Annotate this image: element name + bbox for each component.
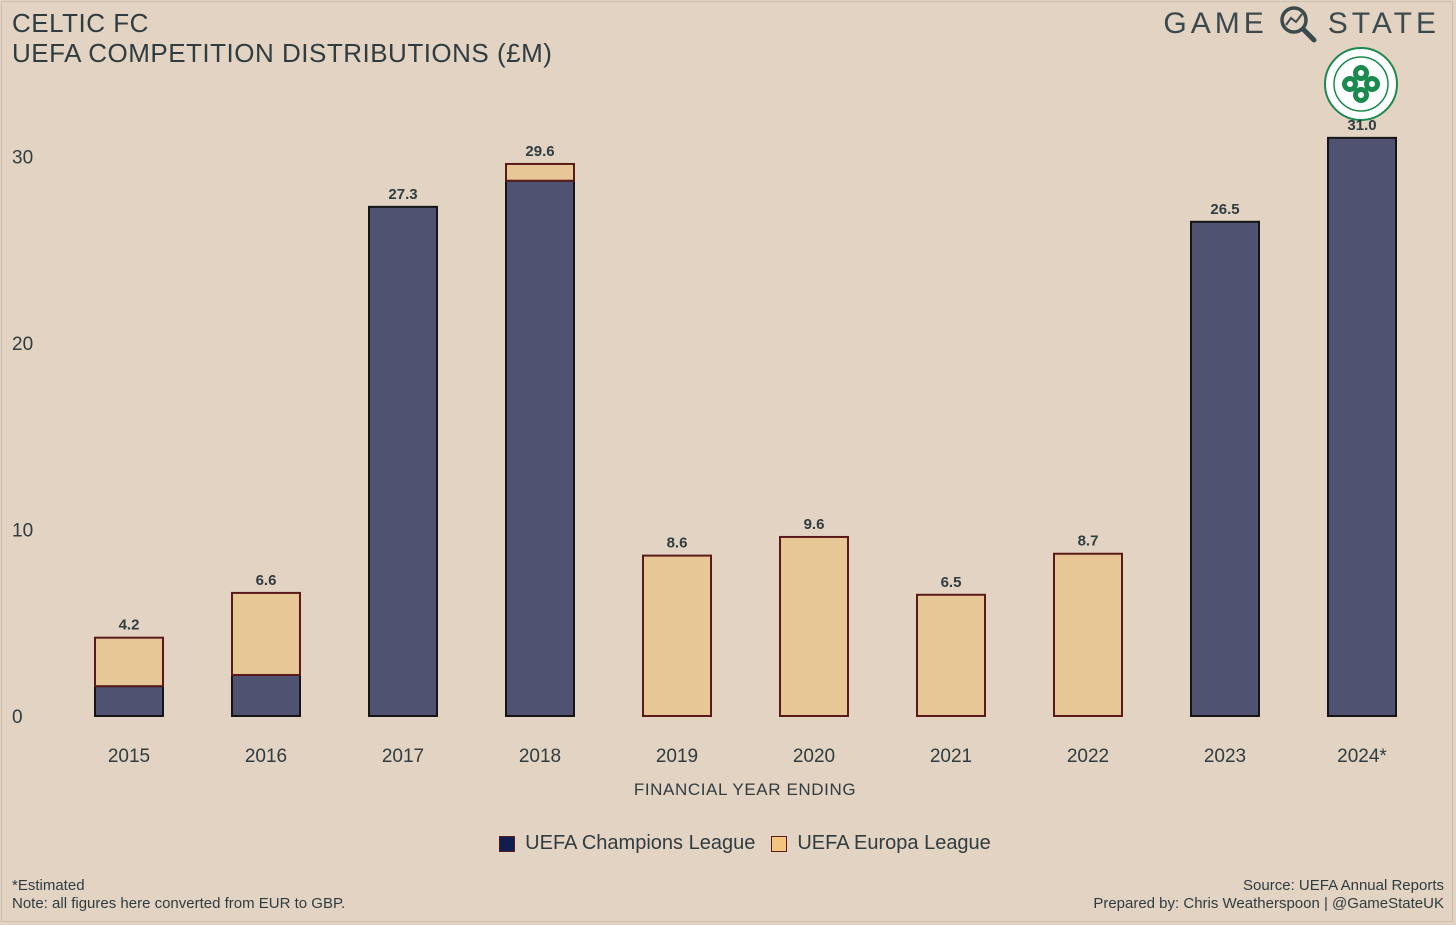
y-tick-label: 30 — [12, 148, 33, 169]
x-tick-label: 2020 — [793, 746, 835, 767]
bar-value-label: 4.2 — [119, 617, 140, 634]
y-tick-label: 10 — [12, 521, 33, 542]
bar-europa-league — [231, 591, 301, 676]
bar-value-label: 29.6 — [525, 143, 554, 160]
title-line-1: CELTIC FC — [12, 8, 149, 38]
bar-europa-league — [505, 162, 575, 182]
x-axis-label: FINANCIAL YEAR ENDING — [634, 780, 856, 799]
brand-logo: GAME STATE — [1163, 6, 1440, 43]
legend-item-europa-league: UEFA Europa League — [771, 832, 991, 855]
bar-value-label: 8.7 — [1078, 533, 1099, 550]
estimated-note: *Estimated — [12, 877, 85, 894]
y-tick-label: 20 — [12, 334, 33, 355]
x-tick-label: 2017 — [382, 746, 424, 767]
bar-value-label: 8.6 — [667, 535, 688, 552]
footer-credits: Source: UEFA Annual Reports Prepared by:… — [1093, 877, 1444, 913]
bar-value-label: 6.5 — [941, 574, 962, 591]
prepared-by-note: Prepared by: Chris Weatherspoon | @GameS… — [1093, 895, 1444, 912]
title-line-2: UEFA COMPETITION DISTRIBUTIONS (£M) — [12, 38, 553, 68]
bar-europa-league — [1053, 552, 1123, 717]
x-tick-label: 2022 — [1067, 746, 1109, 767]
chart-title: CELTIC FC UEFA COMPETITION DISTRIBUTIONS… — [12, 8, 552, 68]
chart-legend: UEFA Champions League UEFA Europa League — [0, 832, 1456, 855]
bar-champions-league — [1190, 220, 1260, 717]
bar-champions-league — [505, 179, 575, 717]
bar-europa-league — [642, 554, 712, 717]
bar-value-label: 26.5 — [1210, 201, 1239, 218]
x-tick-label: 2024* — [1337, 746, 1387, 767]
legend-swatch-champions-league — [499, 835, 516, 852]
bar-champions-league — [1327, 136, 1397, 718]
bar-value-label: 31.0 — [1347, 117, 1376, 134]
x-tick-label: 2021 — [930, 746, 972, 767]
x-tick-label: 2019 — [656, 746, 698, 767]
bar-europa-league — [779, 535, 849, 718]
bar-europa-league — [916, 593, 986, 718]
legend-label-champions-league: UEFA Champions League — [525, 832, 756, 854]
celtic-crest-icon — [1324, 47, 1398, 121]
x-tick-label: 2015 — [108, 746, 150, 767]
bar-value-label: 9.6 — [804, 516, 825, 533]
brand-word-right: STATE — [1327, 7, 1440, 40]
bar-europa-league — [94, 636, 164, 688]
bar-champions-league — [94, 685, 164, 717]
bar-value-label: 27.3 — [388, 186, 417, 203]
source-note: Source: UEFA Annual Reports — [1243, 877, 1444, 894]
y-tick-label: 0 — [12, 707, 23, 728]
bar-value-label: 6.6 — [256, 572, 277, 589]
brand-word-left: GAME — [1163, 7, 1268, 40]
legend-swatch-europa-league — [771, 835, 788, 852]
legend-label-europa-league: UEFA Europa League — [797, 832, 991, 854]
bar-champions-league — [368, 205, 438, 717]
magnifier-icon — [1280, 6, 1317, 43]
conversion-note: Note: all figures here converted from EU… — [12, 895, 346, 912]
x-tick-label: 2023 — [1204, 746, 1246, 767]
bar-champions-league — [231, 673, 301, 717]
x-tick-label: 2018 — [519, 746, 561, 767]
legend-item-champions-league: UEFA Champions League — [499, 832, 755, 855]
footer-notes: *Estimated Note: all figures here conver… — [12, 877, 345, 913]
x-tick-label: 2016 — [245, 746, 287, 767]
